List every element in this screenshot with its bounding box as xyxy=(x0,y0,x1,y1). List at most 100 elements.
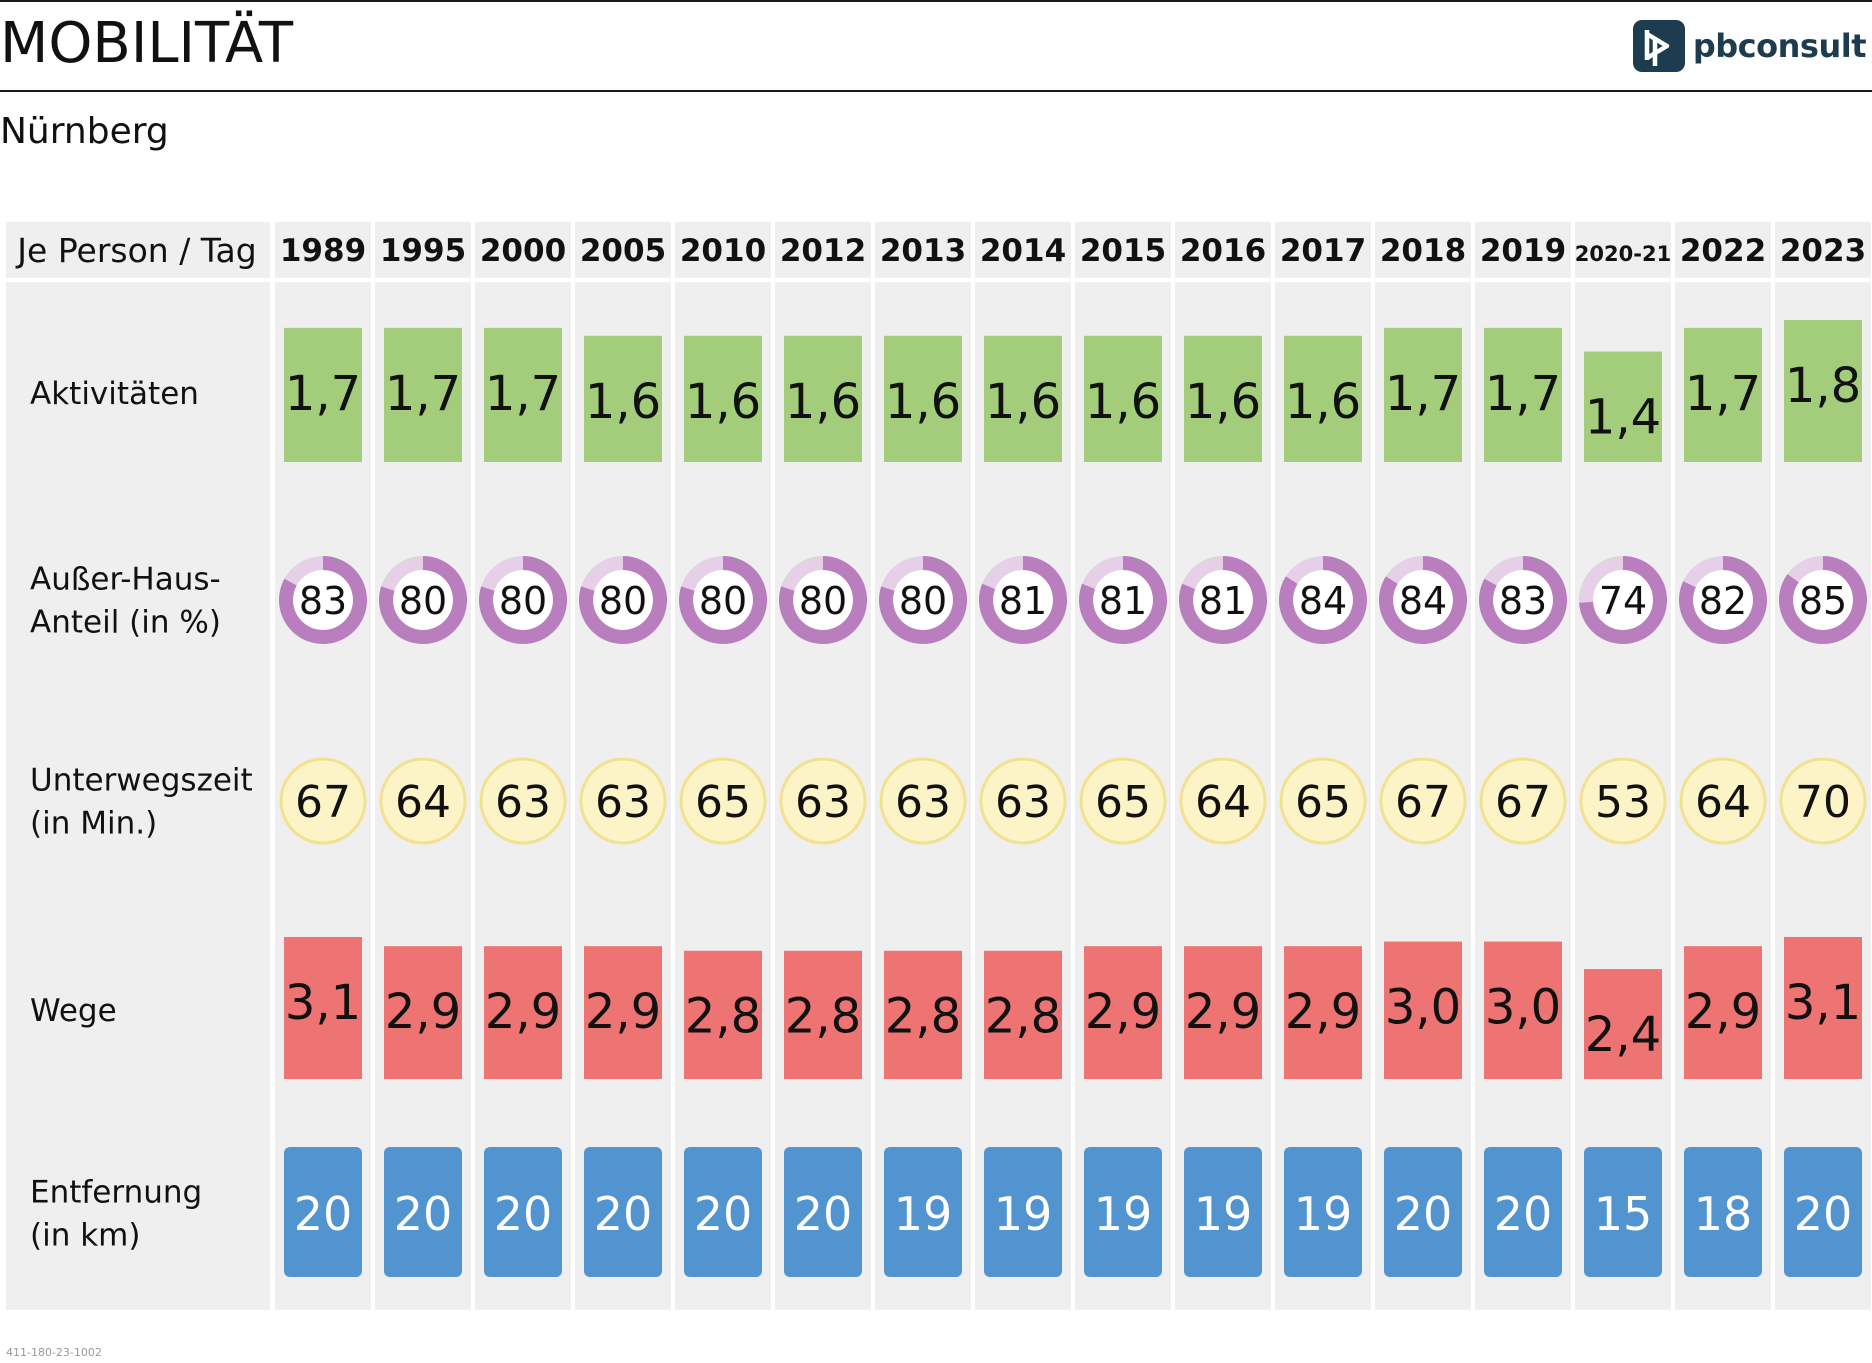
unterwegszeit-value-label: 53 xyxy=(1595,777,1651,828)
year-header-label: 2015 xyxy=(1080,233,1166,269)
entfernung-tile xyxy=(284,1147,362,1277)
entfernung-value-label: 19 xyxy=(1294,1187,1353,1241)
ausser_haus-value-label: 81 xyxy=(1099,579,1147,623)
ausser_haus-donut-arc xyxy=(1079,556,1167,644)
unterwegszeit-value-label: 63 xyxy=(895,777,951,828)
year-header-label: 1995 xyxy=(380,233,466,269)
aktivitaeten-value-label: 1,7 xyxy=(485,366,561,422)
unterwegszeit-circle xyxy=(1679,757,1767,845)
document-id: 411-180-23-1002 xyxy=(6,1346,102,1359)
wege-value-label: 2,9 xyxy=(1285,984,1361,1040)
aktivitaeten-value-label: 1,7 xyxy=(1385,366,1461,422)
ausser_haus-value-label: 84 xyxy=(1399,579,1447,623)
unterwegszeit-circle xyxy=(979,757,1067,845)
ausser_haus-value-label: 80 xyxy=(799,579,847,623)
ausser_haus-value-label: 74 xyxy=(1599,579,1647,623)
wege-value-label: 2,9 xyxy=(485,984,561,1040)
aktivitaeten-bar xyxy=(1684,327,1762,462)
year-header-cell xyxy=(875,222,971,278)
ausser_haus-donut-arc xyxy=(879,556,967,644)
ausser_haus-value-label: 80 xyxy=(599,579,647,623)
entfernung-value-label: 20 xyxy=(294,1187,353,1241)
entfernung-value-label: 20 xyxy=(1394,1187,1453,1241)
aktivitaeten-bar xyxy=(1784,320,1862,462)
aktivitaeten-value-label: 1,8 xyxy=(1785,358,1861,414)
wege-value-label: 2,8 xyxy=(785,989,861,1045)
aktivitaeten-value-label: 1,6 xyxy=(585,374,661,430)
corner-header-cell xyxy=(6,222,270,278)
title-rule xyxy=(0,90,1872,92)
wege-bar xyxy=(584,946,662,1079)
entfernung-tile xyxy=(1184,1147,1262,1277)
aktivitaeten-value-label: 1,7 xyxy=(385,366,461,422)
aktivitaeten-bar xyxy=(1384,327,1462,462)
year-header-label: 2010 xyxy=(680,233,766,269)
wege-value-label: 2,9 xyxy=(385,984,461,1040)
aktivitaeten-value-label: 1,6 xyxy=(985,374,1061,430)
entfernung-tile xyxy=(884,1147,962,1277)
entfernung-value-label: 20 xyxy=(794,1187,853,1241)
unterwegszeit-value-label: 63 xyxy=(995,777,1051,828)
wege-value-label: 3,1 xyxy=(285,975,361,1031)
wege-bar xyxy=(1784,937,1862,1079)
ausser_haus-value-label: 80 xyxy=(399,579,447,623)
wege-value-label: 2,8 xyxy=(985,989,1061,1045)
aktivitaeten-bar xyxy=(884,335,962,462)
year-header-label: 2016 xyxy=(1180,233,1266,269)
year-header-cell xyxy=(475,222,571,278)
unterwegszeit-circle xyxy=(879,757,967,845)
unterwegszeit-value-label: 64 xyxy=(1695,777,1751,828)
ausser_haus-value-label: 83 xyxy=(1499,579,1547,623)
ausser_haus-donut-arc xyxy=(1279,556,1367,644)
wege-bar xyxy=(384,946,462,1079)
ausser_haus-value-label: 80 xyxy=(499,579,547,623)
unterwegszeit-circle xyxy=(1479,757,1567,845)
wege-value-label: 3,0 xyxy=(1385,980,1461,1036)
unterwegszeit-circle xyxy=(1179,757,1267,845)
year-header-label: 1989 xyxy=(280,233,366,269)
wege-value-label: 2,8 xyxy=(685,989,761,1045)
ausser_haus-value-label: 84 xyxy=(1299,579,1347,623)
unterwegszeit-circle xyxy=(679,757,767,845)
ausser_haus-value-label: 83 xyxy=(299,579,347,623)
ausser_haus-donut-arc xyxy=(479,556,567,644)
wege-bar xyxy=(1584,969,1662,1079)
entfernung-value-label: 19 xyxy=(894,1187,953,1241)
year-header-cell xyxy=(1375,222,1471,278)
entfernung-value-label: 20 xyxy=(1494,1187,1553,1241)
logo-mark-icon xyxy=(1632,20,1685,72)
unterwegszeit-circle xyxy=(1579,757,1667,845)
unterwegszeit-value-label: 63 xyxy=(595,777,651,828)
unterwegszeit-value-label: 65 xyxy=(1295,777,1351,828)
entfernung-tile xyxy=(1284,1147,1362,1277)
ausser_haus-donut-arc xyxy=(379,556,467,644)
ausser_haus-value-label: 81 xyxy=(1199,579,1247,623)
entfernung-value-label: 18 xyxy=(1694,1187,1753,1241)
entfernung-value-label: 20 xyxy=(694,1187,753,1241)
unterwegszeit-value-label: 67 xyxy=(1395,777,1451,828)
ausser_haus-donut-arc xyxy=(679,556,767,644)
unterwegszeit-circle xyxy=(579,757,667,845)
aktivitaeten-value-label: 1,6 xyxy=(1285,374,1361,430)
ausser_haus-donut-arc xyxy=(279,556,367,644)
entfernung-value-label: 19 xyxy=(1194,1187,1253,1241)
row-label: Entfernung xyxy=(30,1175,202,1211)
aktivitaeten-value-label: 1,7 xyxy=(285,366,361,422)
entfernung-tile xyxy=(484,1147,562,1277)
wege-value-label: 2,9 xyxy=(585,984,661,1040)
aktivitaeten-value-label: 1,4 xyxy=(1585,390,1661,446)
aktivitaeten-bar xyxy=(1484,327,1562,462)
entfernung-value-label: 20 xyxy=(494,1187,553,1241)
wege-bar xyxy=(784,950,862,1079)
unterwegszeit-circle xyxy=(1079,757,1167,845)
aktivitaeten-bar xyxy=(1584,351,1662,462)
unterwegszeit-value-label: 67 xyxy=(1495,777,1551,828)
pbconsult-logo: pbconsult xyxy=(1632,20,1867,72)
year-header-cell xyxy=(775,222,871,278)
wege-value-label: 2,9 xyxy=(1185,984,1261,1040)
logo-text: pbconsult xyxy=(1692,27,1867,65)
ausser_haus-donut-arc xyxy=(1579,556,1667,644)
row-label: (in km) xyxy=(30,1218,140,1254)
ausser_haus-value-label: 80 xyxy=(899,579,947,623)
unterwegszeit-circle xyxy=(779,757,867,845)
